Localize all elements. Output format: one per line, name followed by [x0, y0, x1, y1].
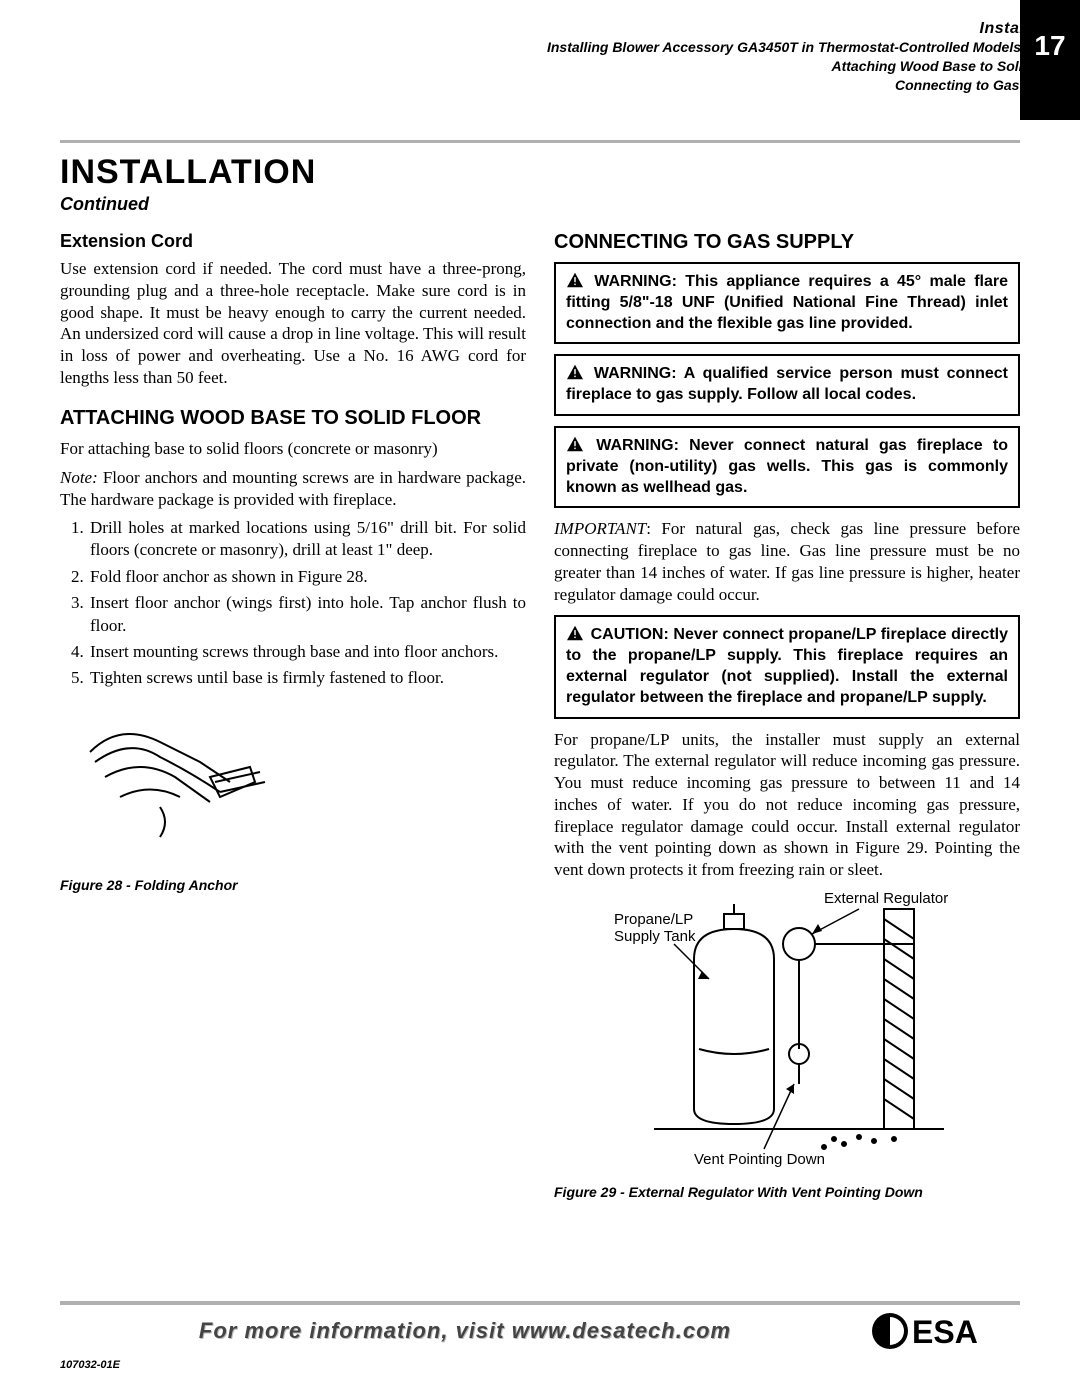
top-rule	[60, 140, 1020, 143]
warning-3-text: WARNING: Never connect natural gas firep…	[566, 437, 1008, 496]
attach-intro: For attaching base to solid floors (conc…	[60, 438, 526, 460]
important-label: IMPORTANT	[554, 519, 646, 538]
figure-29-caption: Figure 29 - External Regulator With Vent…	[554, 1184, 1020, 1200]
gas-supply-heading: CONNECTING TO GAS SUPPLY	[554, 231, 1020, 254]
attach-heading: ATTACHING WOOD BASE TO SOLID FLOOR	[60, 407, 526, 430]
folding-anchor-icon	[60, 712, 280, 862]
figure-28: Figure 28 - Folding Anchor	[60, 712, 526, 893]
warning-icon	[566, 625, 584, 641]
lp-body: For propane/LP units, the installer must…	[554, 729, 1020, 881]
header-section-title: Installation	[547, 20, 1070, 38]
steps-list: Drill holes at marked locations using 5/…	[60, 517, 526, 690]
document-code: 107032-01E	[60, 1359, 120, 1371]
step-item: Tighten screws until base is firmly fast…	[88, 667, 526, 689]
right-column: CONNECTING TO GAS SUPPLY WARNING: This a…	[554, 225, 1020, 1200]
warning-box-2: WARNING: A qualified service person must…	[554, 354, 1020, 416]
svg-text:ESA: ESA	[912, 1314, 978, 1350]
label-vent-down: Vent Pointing Down	[694, 1151, 825, 1168]
left-column: Extension Cord Use extension cord if nee…	[60, 225, 526, 1200]
desa-logo-icon: ESA	[870, 1311, 1020, 1351]
label-external-regulator: External Regulator	[824, 890, 948, 907]
important-paragraph: IMPORTANT: For natural gas, check gas li…	[554, 518, 1020, 605]
footer-text: For more information, visit www.desatech…	[60, 1318, 870, 1344]
warning-icon	[566, 364, 584, 380]
step-item: Drill holes at marked locations using 5/…	[88, 517, 526, 562]
header-text-block: Installation Installing Blower Accessory…	[547, 20, 1080, 95]
warning-icon	[566, 436, 584, 452]
main-heading: INSTALLATION	[60, 153, 1080, 192]
note-body: Floor anchors and mounting screws are in…	[60, 468, 526, 509]
page-number: 17	[1020, 0, 1080, 120]
step-item: Insert mounting screws through base and …	[88, 641, 526, 663]
header-inner: Installation Installing Blower Accessory…	[0, 20, 1080, 95]
warning-box-3: WARNING: Never connect natural gas firep…	[554, 426, 1020, 508]
header-subtitle-2: Attaching Wood Base to Solid Floor	[547, 57, 1070, 76]
warning-2-text: WARNING: A qualified service person must…	[566, 365, 1008, 403]
label-propane-tank-2: Supply Tank	[614, 928, 696, 945]
continued-label: Continued	[60, 194, 1080, 215]
header-subtitle-3: Connecting to Gas Supply	[547, 76, 1070, 95]
caution-text: CAUTION: Never connect propane/LP firepl…	[566, 626, 1008, 705]
page: Installation Installing Blower Accessory…	[0, 0, 1080, 1397]
warning-icon	[566, 272, 584, 288]
note-label: Note:	[60, 468, 98, 487]
caution-box: CAUTION: Never connect propane/LP firepl…	[554, 615, 1020, 718]
regulator-diagram-icon: External Regulator Propane/LP Supply Tan…	[584, 889, 1004, 1169]
extension-cord-heading: Extension Cord	[60, 231, 526, 252]
figure-28-caption: Figure 28 - Folding Anchor	[60, 877, 526, 893]
header-subtitle-1: Installing Blower Accessory GA3450T in T…	[547, 38, 1070, 57]
page-footer: For more information, visit www.desatech…	[60, 1301, 1020, 1351]
warning-box-1: WARNING: This appliance requires a 45° m…	[554, 262, 1020, 344]
extension-cord-body: Use extension cord if needed. The cord m…	[60, 258, 526, 389]
note-block: Note: Floor anchors and mounting screws …	[60, 467, 526, 511]
page-header: Installation Installing Blower Accessory…	[0, 0, 1080, 120]
content-columns: Extension Cord Use extension cord if nee…	[0, 225, 1080, 1200]
step-item: Insert floor anchor (wings first) into h…	[88, 592, 526, 637]
step-item: Fold floor anchor as shown in Figure 28.	[88, 566, 526, 588]
warning-1-text: WARNING: This appliance requires a 45° m…	[566, 273, 1008, 332]
label-propane-tank: Propane/LP	[614, 911, 693, 928]
